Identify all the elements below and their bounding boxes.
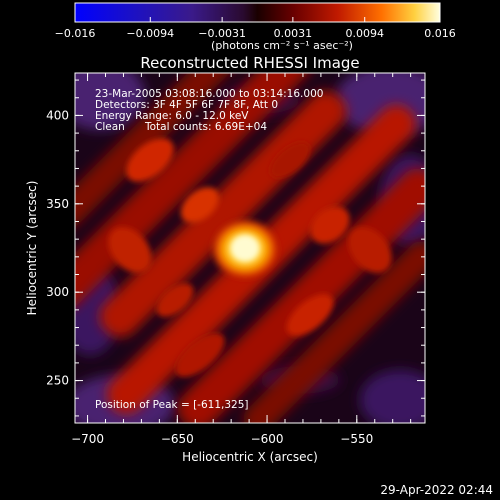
heatmap-peak	[209, 217, 281, 281]
y-tick-label: 300	[46, 285, 69, 299]
x-tick-label: −600	[251, 432, 284, 446]
footer-timestamp: 29-Apr-2022 02:44	[380, 483, 493, 497]
y-tick-label: 350	[46, 197, 69, 211]
info-time-range: 23-Mar-2005 03:08:16.000 to 03:14:16.000	[95, 88, 323, 100]
peak-position-text: Position of Peak = [-611,325]	[95, 399, 249, 411]
colorbar-unit-label: (photons cm⁻² s⁻¹ asec⁻²)	[211, 39, 353, 52]
info-method: Clean	[95, 121, 125, 133]
x-tick-label: −550	[340, 432, 373, 446]
info-annotations: 23-Mar-2005 03:08:16.000 to 03:14:16.000…	[95, 88, 323, 411]
x-axis: −700 −650 −600 −550	[71, 73, 412, 446]
y-tick-label: 250	[46, 374, 69, 388]
y-tick-label: 400	[46, 108, 69, 122]
colorbar-strip	[74, 2, 441, 23]
x-tick-label: −700	[71, 432, 104, 446]
chart-title: Reconstructed RHESSI Image	[140, 54, 359, 72]
y-axis-label: Heliocentric Y (arcsec)	[25, 181, 39, 316]
heatmap-patches	[108, 138, 392, 378]
info-energy-range: Energy Range: 6.0 - 12.0 keV	[95, 110, 249, 122]
colorbar: −0.016 −0.0094 −0.0031 0.0031 0.0094 0.016 (p…	[55, 2, 456, 52]
colorbar-tick-label: 0.0094	[345, 27, 384, 40]
colorbar-tick-label: 0.0031	[274, 27, 313, 40]
plot-frame	[74, 72, 426, 424]
x-tick-label: −650	[161, 432, 194, 446]
colorbar-tick-label: −0.016	[55, 27, 96, 40]
colorbar-tick-label: −0.0031	[198, 27, 246, 40]
colorbar-ticks: −0.016 −0.0094 −0.0031 0.0031 0.0094 0.016	[55, 17, 456, 40]
colorbar-tick-label: 0.016	[424, 27, 456, 40]
info-detectors: Detectors: 3F 4F 5F 6F 7F 8F, Att 0	[95, 99, 278, 111]
info-total-counts: Total counts: 6.69E+04	[144, 121, 267, 133]
y-axis: 250 300 350 400	[46, 79, 425, 417]
colorbar-tick-label: −0.0094	[126, 27, 174, 40]
x-axis-label: Heliocentric X (arcsec)	[182, 450, 318, 464]
